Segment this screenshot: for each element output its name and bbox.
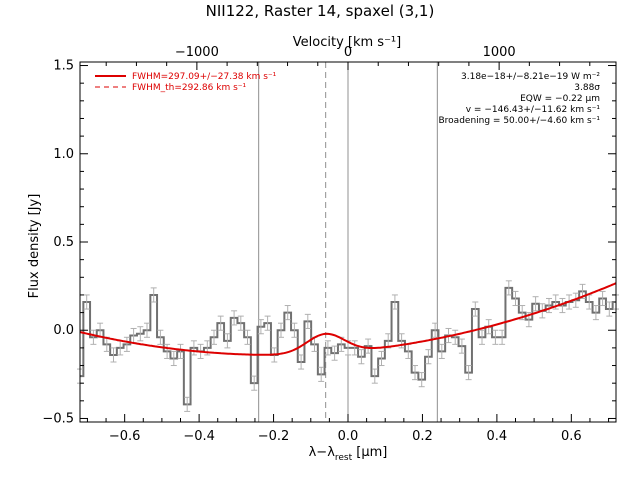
annotation-line: v = −146.43+/−11.62 km s⁻¹ bbox=[466, 105, 601, 115]
x-tick-label: −0.6 bbox=[109, 429, 141, 444]
y-tick-label: 0.5 bbox=[53, 235, 74, 250]
x-axis-label-main: λ−λ bbox=[309, 445, 336, 460]
y-tick-label: 0.0 bbox=[53, 323, 74, 338]
annotation-line: 3.88σ bbox=[574, 83, 600, 93]
x-axis-label-sub: rest bbox=[335, 453, 353, 463]
x-tick-label: 0.0 bbox=[338, 429, 359, 444]
annotation-line: 3.18e−18+/−8.21e−19 W m⁻² bbox=[461, 72, 600, 82]
top-axis-label-text: Velocity [km s⁻¹] bbox=[293, 35, 401, 50]
annotation-line: EQW = −0.22 μm bbox=[520, 94, 600, 104]
y-tick-label: 1.0 bbox=[53, 147, 74, 162]
annotation-line: Broadening = 50.00+/−4.60 km s⁻¹ bbox=[439, 116, 601, 126]
fit-curve bbox=[79, 282, 617, 356]
top-tick-label: 1000 bbox=[483, 45, 516, 60]
vertical-lines bbox=[258, 62, 438, 422]
y-tick-label: −0.5 bbox=[42, 411, 74, 426]
legend-label: FWHM=297.09+/−27.38 km s⁻¹ bbox=[132, 72, 277, 82]
axes: −0.6 −0.4 −0.2 0.0 0.2 0.4 0.6 −0.5 0.0 0.5 1.0 1.5… bbox=[42, 45, 617, 444]
fit-series bbox=[79, 282, 617, 356]
x-tick-label: 0.6 bbox=[561, 429, 582, 444]
y-tick-label: 1.5 bbox=[53, 59, 74, 74]
y-axis-label: Flux density [Jy] bbox=[27, 194, 42, 299]
top-tick-label: −1000 bbox=[175, 45, 219, 60]
chart-title: NII122, Raster 14, spaxel (3,1) bbox=[206, 2, 435, 20]
top-axis-label: Velocity [km s⁻¹] bbox=[293, 35, 401, 50]
legend-label: FWHM_th=292.86 km s⁻¹ bbox=[132, 83, 247, 93]
top-tick-label: 0 bbox=[344, 45, 352, 60]
x-axis-label: λ−λrest [μm] bbox=[309, 445, 388, 463]
data-series bbox=[77, 280, 619, 412]
x-tick-label: 0.4 bbox=[487, 429, 508, 444]
x-axis-label-unit: [μm] bbox=[352, 445, 387, 460]
x-tick-label: −0.2 bbox=[258, 429, 290, 444]
x-tick-label: −0.4 bbox=[183, 429, 215, 444]
legend: FWHM=297.09+/−27.38 km s⁻¹FWHM_th=292.86… bbox=[95, 72, 277, 93]
x-tick-label: 0.2 bbox=[412, 429, 433, 444]
